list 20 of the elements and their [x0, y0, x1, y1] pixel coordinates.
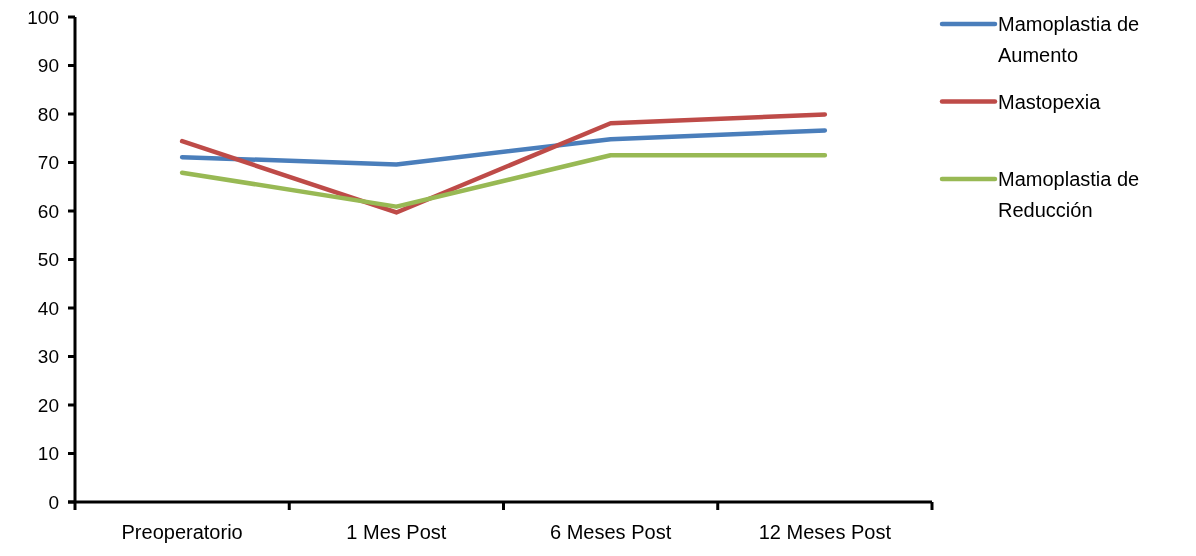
- x-tick-label: Preoperatorio: [121, 521, 243, 543]
- y-tick-label: 90: [37, 55, 59, 77]
- y-tick-label: 0: [48, 491, 59, 513]
- legend-label: Mastopexia: [998, 90, 1102, 113]
- y-tick-label: 100: [27, 6, 59, 28]
- legend-label: Mamoplastia de Reducción: [998, 168, 1140, 221]
- y-tick-label: 50: [37, 249, 59, 271]
- y-tick-label: 80: [37, 103, 59, 125]
- y-tick-label: 40: [37, 297, 59, 319]
- x-tick-label: 1 Mes Post: [346, 521, 447, 543]
- y-tick-label: 20: [37, 394, 59, 416]
- y-tick-label: 60: [37, 200, 59, 222]
- line-series: [179, 128, 828, 167]
- x-tick-label: 6 Meses Post: [550, 521, 672, 543]
- y-tick-label: 30: [37, 346, 59, 368]
- legend-label: Mamoplastia de Aumento: [998, 13, 1140, 66]
- y-tick-label: 70: [37, 152, 59, 174]
- line-series: [179, 112, 828, 215]
- y-tick-label: 10: [37, 443, 59, 465]
- x-tick-label: 12 Meses Post: [758, 521, 892, 543]
